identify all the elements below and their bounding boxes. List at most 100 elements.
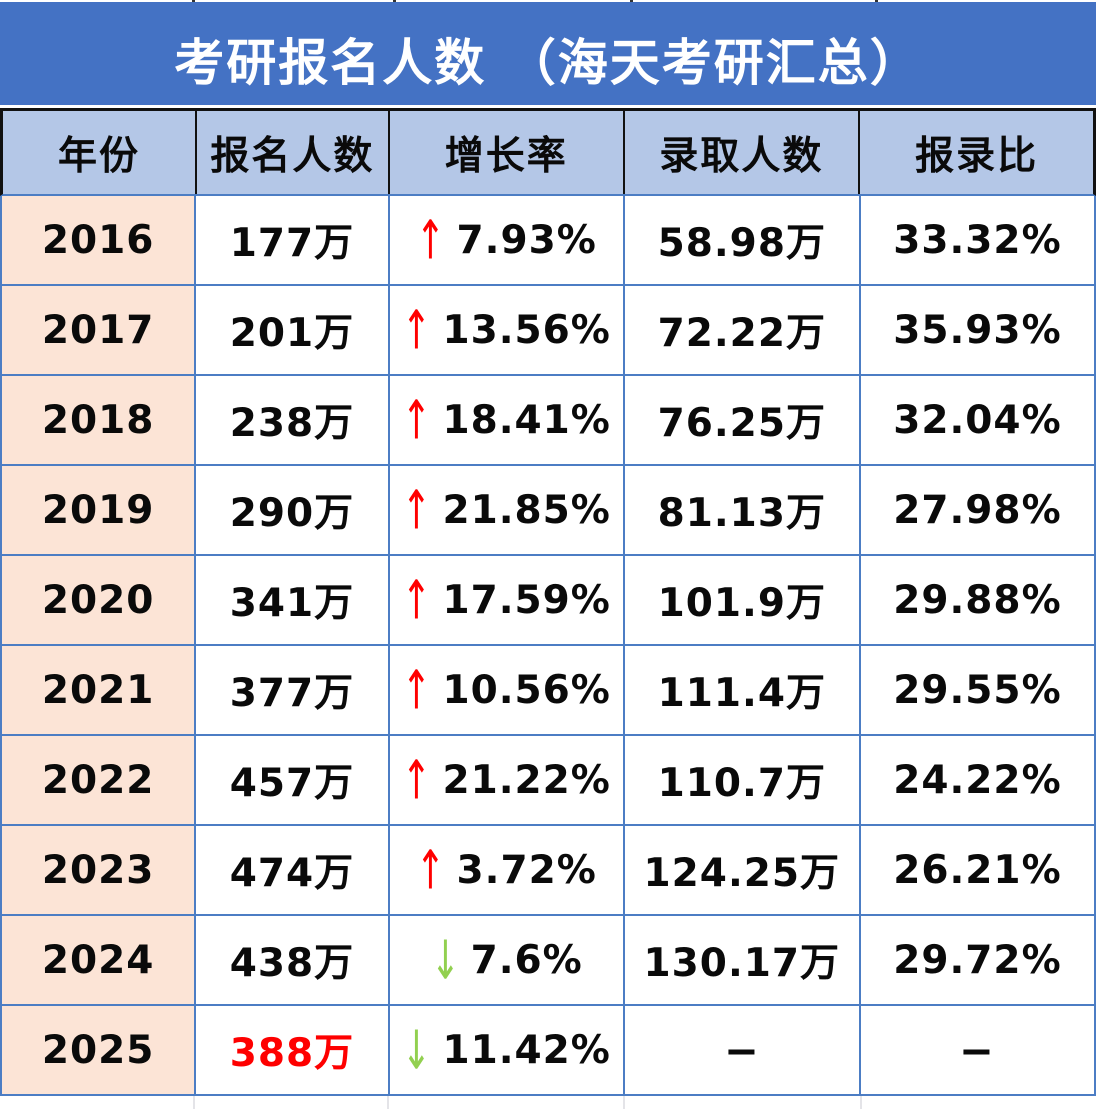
- up-arrow-icon: ↑: [402, 388, 433, 452]
- year-cell: 2020: [2, 556, 195, 644]
- border-tick: [875, 0, 878, 2]
- top-edge-strip: [0, 0, 1096, 2]
- table-row-2017: 2017 201万 ↑ 13.56% 72.22万 35.93%: [0, 286, 1096, 376]
- admitted-cell: 124.25万: [622, 826, 859, 914]
- admitted-cell: 72.22万: [622, 286, 859, 374]
- year-cell: 2021: [2, 646, 195, 734]
- admitted-cell: 130.17万: [622, 916, 859, 1004]
- border-tick: [393, 0, 396, 2]
- page-title: 考研报名人数 （海天考研汇总）: [174, 33, 922, 92]
- ratio-cell: 33.32%: [858, 196, 1094, 284]
- table-row-2016: 2016 177万 ↑ 7.93% 58.98万 33.32%: [0, 196, 1096, 286]
- applicants-cell: 341万: [194, 556, 387, 644]
- admitted-cell: 81.13万: [622, 466, 859, 554]
- growth-cell: ↑ 17.59%: [387, 556, 623, 644]
- year-cell: 2024: [2, 916, 195, 1004]
- no-data-dash: –: [959, 1027, 995, 1073]
- up-arrow-icon: ↑: [416, 208, 447, 272]
- table-row-2022: 2022 457万 ↑ 21.22% 110.7万 24.22%: [0, 736, 1096, 826]
- growth-value: 21.22%: [442, 757, 611, 803]
- sliver-cell: [193, 1096, 387, 1109]
- admitted-cell: 111.4万: [622, 646, 859, 734]
- applicants-cell: 177万: [194, 196, 387, 284]
- up-arrow-icon: ↑: [402, 658, 433, 722]
- applicants-cell: 457万: [194, 736, 387, 824]
- header-cell-applicants: 报名人数: [194, 111, 388, 194]
- sliver-cell: [860, 1096, 1096, 1109]
- ratio-cell: 29.88%: [858, 556, 1094, 644]
- sliver-cell: [387, 1096, 623, 1109]
- down-arrow-icon: ↓: [430, 928, 461, 992]
- admitted-cell: –: [622, 1006, 859, 1094]
- table-row-2020: 2020 341万 ↑ 17.59% 101.9万 29.88%: [0, 556, 1096, 646]
- ratio-cell: 29.55%: [858, 646, 1094, 734]
- up-arrow-icon: ↑: [416, 838, 447, 902]
- growth-value: 7.93%: [456, 217, 597, 263]
- sliver-cell: [0, 1096, 193, 1109]
- growth-cell: ↓ 11.42%: [387, 1006, 623, 1094]
- growth-value: 13.56%: [442, 307, 611, 353]
- table-row-2023: 2023 474万 ↑ 3.72% 124.25万 26.21%: [0, 826, 1096, 916]
- growth-value: 10.56%: [442, 667, 611, 713]
- growth-cell: ↑ 18.41%: [387, 376, 623, 464]
- growth-cell: ↑ 21.85%: [387, 466, 623, 554]
- up-arrow-icon: ↑: [402, 748, 433, 812]
- header-cell-ratio: 报录比: [858, 111, 1093, 194]
- growth-value: 18.41%: [442, 397, 611, 443]
- year-cell: 2022: [2, 736, 195, 824]
- year-cell: 2018: [2, 376, 195, 464]
- year-cell: 2023: [2, 826, 195, 914]
- applicants-cell-highlighted: 388万: [194, 1006, 387, 1094]
- admitted-cell: 110.7万: [622, 736, 859, 824]
- applicants-cell: 377万: [194, 646, 387, 734]
- applicants-cell: 438万: [194, 916, 387, 1004]
- growth-value: 21.85%: [442, 487, 611, 533]
- table-row-2024: 2024 438万 ↓ 7.6% 130.17万 29.72%: [0, 916, 1096, 1006]
- growth-cell: ↑ 13.56%: [387, 286, 623, 374]
- table-row-2021: 2021 377万 ↑ 10.56% 111.4万 29.55%: [0, 646, 1096, 736]
- next-row-sliver: [0, 1096, 1096, 1109]
- growth-value: 17.59%: [442, 577, 611, 623]
- applicants-cell: 201万: [194, 286, 387, 374]
- applicants-cell: 474万: [194, 826, 387, 914]
- ratio-cell: 35.93%: [858, 286, 1094, 374]
- admitted-cell: 101.9万: [622, 556, 859, 644]
- table-header-row: 年份 报名人数 增长率 录取人数 报录比: [0, 108, 1096, 196]
- header-cell-growth: 增长率: [387, 111, 623, 194]
- growth-cell: ↑ 21.22%: [387, 736, 623, 824]
- table-row-2018: 2018 238万 ↑ 18.41% 76.25万 32.04%: [0, 376, 1096, 466]
- growth-cell: ↑ 10.56%: [387, 646, 623, 734]
- ratio-cell: 24.22%: [858, 736, 1094, 824]
- ratio-cell: 29.72%: [858, 916, 1094, 1004]
- title-bar: 考研报名人数 （海天考研汇总）: [0, 2, 1096, 105]
- sliver-cell: [623, 1096, 860, 1109]
- border-tick: [192, 0, 195, 2]
- admitted-cell: 58.98万: [622, 196, 859, 284]
- no-data-dash: –: [724, 1027, 760, 1073]
- growth-value: 11.42%: [442, 1027, 611, 1073]
- year-cell: 2019: [2, 466, 195, 554]
- up-arrow-icon: ↑: [402, 568, 433, 632]
- year-cell: 2025: [2, 1006, 195, 1094]
- header-cell-admitted: 录取人数: [622, 111, 859, 194]
- down-arrow-icon: ↓: [402, 1018, 433, 1082]
- growth-value: 3.72%: [456, 847, 597, 893]
- admitted-cell: 76.25万: [622, 376, 859, 464]
- growth-cell: ↑ 3.72%: [387, 826, 623, 914]
- table-row-2025: 2025 388万 ↓ 11.42% – –: [0, 1006, 1096, 1096]
- ratio-cell: –: [858, 1006, 1094, 1094]
- title-header-gap: [0, 105, 1096, 108]
- ratio-cell: 32.04%: [858, 376, 1094, 464]
- header-cell-year: 年份: [57, 133, 140, 179]
- border-tick: [630, 0, 633, 2]
- applicants-cell: 290万: [194, 466, 387, 554]
- table-row-2019: 2019 290万 ↑ 21.85% 81.13万 27.98%: [0, 466, 1096, 556]
- year-cell: 2017: [2, 286, 195, 374]
- up-arrow-icon: ↑: [402, 478, 433, 542]
- growth-value: 7.6%: [470, 937, 583, 983]
- applicants-cell: 238万: [194, 376, 387, 464]
- growth-cell: ↓ 7.6%: [387, 916, 623, 1004]
- growth-cell: ↑ 7.93%: [387, 196, 623, 284]
- year-cell: 2016: [2, 196, 195, 284]
